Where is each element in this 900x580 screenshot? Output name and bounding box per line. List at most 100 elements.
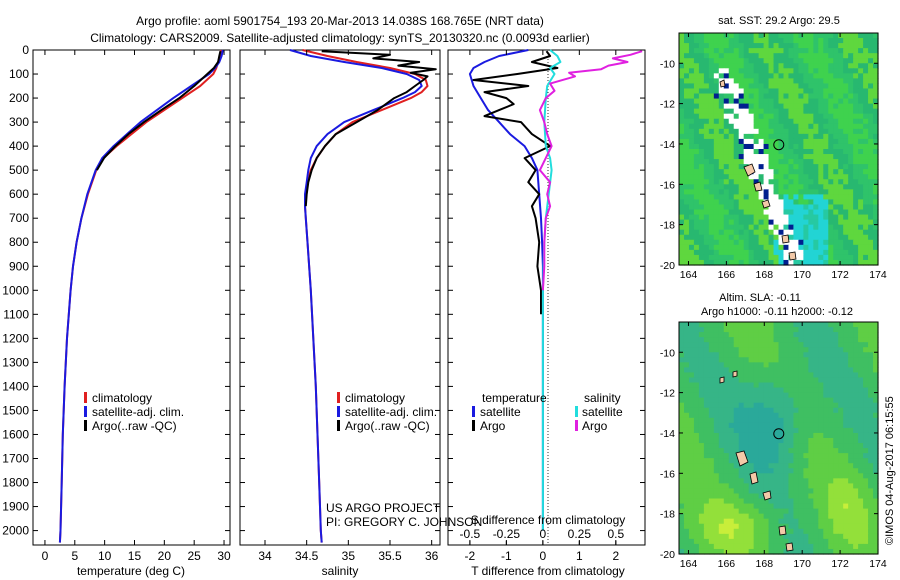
map-cell xyxy=(688,438,695,444)
depth-tick-label: 1200 xyxy=(2,331,29,345)
map-cell xyxy=(773,254,780,261)
map-cell xyxy=(783,372,790,379)
map-cell xyxy=(713,523,720,530)
map-cell xyxy=(713,513,720,520)
map-cell xyxy=(823,98,829,105)
map-cell xyxy=(698,347,705,353)
map-cell xyxy=(823,169,829,175)
map-cell xyxy=(778,78,785,85)
map-cell xyxy=(798,78,804,85)
map-cell xyxy=(823,38,829,44)
map-cell xyxy=(703,214,710,221)
map-cell xyxy=(803,103,809,110)
map-cell xyxy=(778,229,785,236)
map-cell xyxy=(863,204,869,211)
map-cell xyxy=(873,397,879,404)
map-cell xyxy=(773,214,780,221)
map-cell xyxy=(868,103,874,110)
map-cell xyxy=(753,164,760,170)
map-cell xyxy=(688,488,695,495)
map-cell xyxy=(753,108,760,115)
map-cell xyxy=(723,73,730,79)
map-cell xyxy=(773,377,780,384)
map-cell xyxy=(818,377,824,384)
map-cell xyxy=(838,367,844,374)
map-cell xyxy=(698,38,705,44)
map-cell xyxy=(758,234,765,241)
map-cell xyxy=(803,357,809,363)
map-cell xyxy=(813,377,819,384)
map-cell xyxy=(693,133,700,140)
map-cell xyxy=(758,498,765,505)
map-cell xyxy=(848,138,854,145)
map-cell xyxy=(813,432,819,439)
map-cell xyxy=(858,332,864,338)
map-cell xyxy=(693,184,700,190)
map-cell xyxy=(768,327,775,333)
map-cell xyxy=(833,332,839,338)
series-line xyxy=(472,50,559,315)
map-cell xyxy=(778,342,785,348)
map-cell xyxy=(763,143,770,150)
map-cell xyxy=(843,83,849,90)
difference-frame xyxy=(447,49,646,546)
map-cell xyxy=(828,214,834,221)
map-cell xyxy=(823,154,829,160)
map-cell xyxy=(843,473,849,479)
map-cell xyxy=(718,48,725,54)
map-cell xyxy=(708,362,715,368)
map-cell xyxy=(793,209,799,216)
map-cell xyxy=(778,468,785,474)
map-cell xyxy=(768,204,775,211)
map-cell xyxy=(868,38,874,44)
map-cell xyxy=(818,154,824,160)
map-cell xyxy=(853,118,859,125)
map-cell xyxy=(798,508,804,515)
map-cell xyxy=(723,38,730,44)
map-cell xyxy=(853,179,859,185)
map-cell xyxy=(863,48,869,54)
map-cell xyxy=(833,254,839,261)
map-cell xyxy=(868,427,874,434)
map-cell xyxy=(723,337,730,343)
map-cell xyxy=(683,138,690,145)
map-cell xyxy=(748,249,755,256)
map-cell xyxy=(808,43,814,49)
map-cell xyxy=(803,254,809,261)
map-cell xyxy=(778,417,785,424)
map-cell xyxy=(753,234,760,241)
map-cell xyxy=(843,244,849,251)
map-cell xyxy=(713,184,720,190)
map-cell xyxy=(783,184,790,190)
map-cell xyxy=(763,169,770,175)
map-cell xyxy=(798,407,804,414)
map-cell xyxy=(848,533,854,540)
map-cell xyxy=(808,448,814,454)
map-cell xyxy=(798,83,804,90)
map-cell xyxy=(708,133,715,140)
map-cell xyxy=(823,458,829,464)
map-cell xyxy=(828,234,834,241)
map-cell xyxy=(688,133,695,140)
map-cell xyxy=(713,133,720,140)
map-cell xyxy=(758,352,765,358)
map-cell xyxy=(753,118,760,125)
map-cell xyxy=(753,179,760,185)
map-cell xyxy=(863,214,869,221)
map-cell xyxy=(748,548,755,555)
map-cell xyxy=(718,169,725,175)
map-cell xyxy=(868,244,874,251)
map-cell xyxy=(823,184,829,190)
temperature-lines xyxy=(58,49,224,543)
map-cell xyxy=(868,239,874,246)
map-cell xyxy=(698,249,705,256)
map-cell xyxy=(688,33,695,39)
map-cell xyxy=(788,382,795,389)
map-cell xyxy=(813,43,819,49)
map-cell xyxy=(758,438,765,444)
map-cell xyxy=(808,118,814,125)
map-cell xyxy=(693,503,700,510)
map-cell xyxy=(728,219,735,226)
map-cell xyxy=(718,219,725,226)
map-cell xyxy=(758,169,765,175)
